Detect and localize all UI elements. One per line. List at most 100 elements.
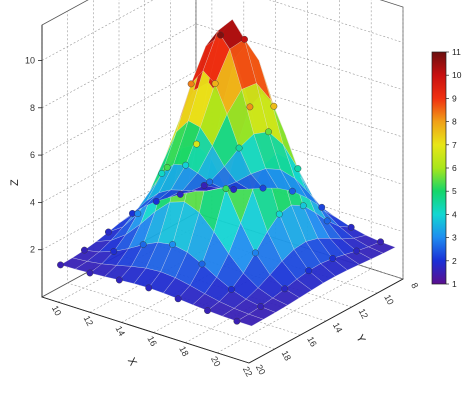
data-point <box>318 203 326 211</box>
y-tick-label: 20 <box>254 363 268 377</box>
z-gridline <box>41 165 404 250</box>
colorbar-tick-label: 4 <box>452 209 457 219</box>
z-gridline <box>41 0 404 61</box>
x-gridline <box>121 0 276 323</box>
data-points <box>57 31 384 325</box>
x-gridline <box>185 0 340 343</box>
data-point <box>288 187 296 195</box>
data-point <box>270 102 278 110</box>
data-point <box>275 210 283 218</box>
y-tick-label: 16 <box>305 335 319 349</box>
x-axis-label: X <box>125 356 139 369</box>
colorbar: 1 2 3 4 5 6 7 8 9 10 11 <box>431 47 462 289</box>
x-tick-label: 20 <box>209 355 223 369</box>
surface-facet <box>368 241 396 254</box>
z-tick-label: 8 <box>30 103 35 113</box>
colorbar-gradient <box>431 51 447 285</box>
data-point <box>299 202 307 210</box>
colorbar-tick-label: 2 <box>452 256 457 266</box>
data-point <box>230 186 238 193</box>
colorbar-tick-label: 3 <box>452 233 457 243</box>
z-tick-label: 4 <box>30 197 35 207</box>
data-point <box>353 247 360 255</box>
data-point <box>158 169 166 177</box>
colorbar-tick-label: 1 <box>452 279 457 289</box>
data-point <box>329 255 337 262</box>
y-axis-label: Y <box>353 333 367 346</box>
x-tick-label: 12 <box>82 314 96 328</box>
z-tick-label: 2 <box>30 245 35 255</box>
data-point <box>227 285 235 293</box>
data-point <box>134 210 142 218</box>
data-point <box>139 241 147 249</box>
data-point <box>259 184 267 192</box>
data-point <box>163 163 171 171</box>
data-point <box>182 161 190 169</box>
data-point <box>169 241 177 248</box>
data-point <box>198 260 206 268</box>
data-point <box>176 190 184 198</box>
data-point <box>305 267 313 275</box>
z-gridline <box>41 118 404 203</box>
colorbar-tick-label: 5 <box>452 186 457 196</box>
data-point <box>241 35 248 43</box>
data-point <box>110 247 118 255</box>
data-point <box>204 307 211 314</box>
z-tick-label: 6 <box>30 150 35 160</box>
colorbar-tick-label: 10 <box>452 70 462 80</box>
data-point <box>281 285 289 293</box>
data-point <box>294 165 302 173</box>
y-gridline <box>67 11 275 350</box>
colorbar-tick-label: 9 <box>452 93 457 103</box>
axes <box>41 25 404 364</box>
y-tick-label: 12 <box>357 307 371 321</box>
y-tick-label: 8 <box>409 281 420 290</box>
colorbar-tick-label: 6 <box>452 163 457 173</box>
data-point <box>193 140 201 148</box>
y-tick-label: 10 <box>382 293 396 307</box>
x-tick-label: 14 <box>113 324 127 338</box>
data-point <box>246 103 254 111</box>
data-point <box>251 249 259 257</box>
data-point <box>105 228 112 236</box>
data-point <box>217 31 224 39</box>
x-axis-line <box>41 296 250 364</box>
data-point <box>152 197 160 205</box>
data-point <box>206 178 214 186</box>
x-gridline <box>217 0 372 354</box>
data-point <box>200 181 208 189</box>
data-point <box>233 317 241 325</box>
data-point <box>115 276 123 284</box>
z-tick-label: 10 <box>25 55 35 65</box>
surface-mesh <box>59 19 396 327</box>
data-point <box>323 217 331 225</box>
data-point <box>86 269 94 277</box>
data-point <box>257 303 265 310</box>
colorbar-tick-label: 7 <box>452 140 457 150</box>
y-axis-line <box>248 278 404 364</box>
data-point <box>174 295 182 303</box>
data-point <box>265 128 272 136</box>
z-gridline <box>41 70 404 156</box>
data-point <box>145 284 153 292</box>
z-axis-label: Z <box>9 179 21 186</box>
data-point <box>377 238 384 246</box>
data-point <box>222 185 230 193</box>
data-point <box>211 80 219 88</box>
data-point <box>81 246 88 254</box>
data-point <box>347 223 355 231</box>
colorbar-ticks: 1 2 3 4 5 6 7 8 9 10 11 <box>446 47 462 289</box>
data-point <box>57 261 64 269</box>
z-gridline <box>41 23 404 109</box>
x-tick-label: 18 <box>177 345 191 359</box>
x-gridline <box>153 0 308 333</box>
x-tick-label: 22 <box>241 365 255 379</box>
data-point <box>187 80 195 88</box>
y-tick-label: 18 <box>280 349 294 363</box>
colorbar-tick-label: 8 <box>452 117 457 127</box>
x-tick-label: 10 <box>50 304 64 318</box>
x-tick-label: 16 <box>145 334 159 348</box>
data-point <box>235 144 243 152</box>
x-gridline <box>57 0 213 303</box>
